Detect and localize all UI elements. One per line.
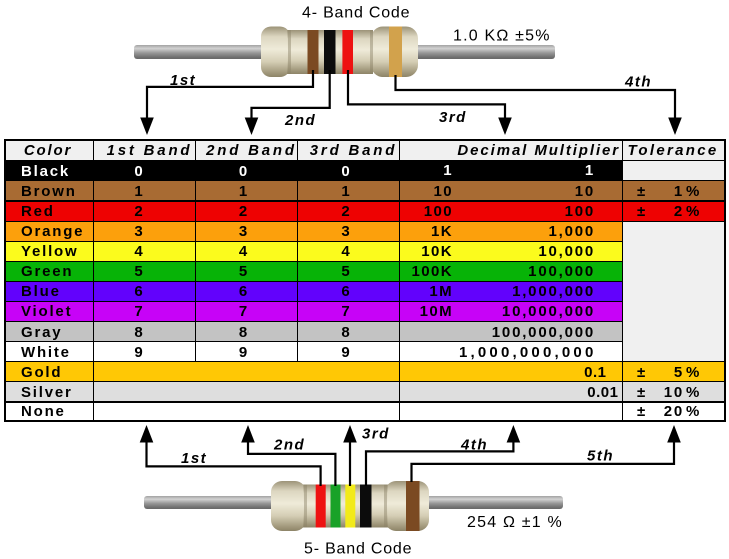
svg-text:1st: 1st (181, 450, 207, 467)
svg-text:5- Band Code: 5- Band Code (304, 541, 412, 558)
svg-text:1st: 1st (170, 72, 196, 89)
svg-text:5th: 5th (587, 448, 614, 465)
svg-text:3rd: 3rd (362, 426, 390, 443)
svg-text:254 Ω ±1 %: 254 Ω ±1 % (467, 514, 563, 531)
svg-text:2nd: 2nd (284, 112, 316, 129)
svg-text:4th: 4th (624, 74, 652, 91)
svg-text:1.0 KΩ ±5%: 1.0 KΩ ±5% (453, 28, 551, 45)
svg-text:2nd: 2nd (273, 437, 305, 454)
svg-text:4- Band Code: 4- Band Code (302, 5, 410, 22)
svg-text:4th: 4th (460, 437, 488, 454)
svg-text:3rd: 3rd (439, 109, 467, 126)
